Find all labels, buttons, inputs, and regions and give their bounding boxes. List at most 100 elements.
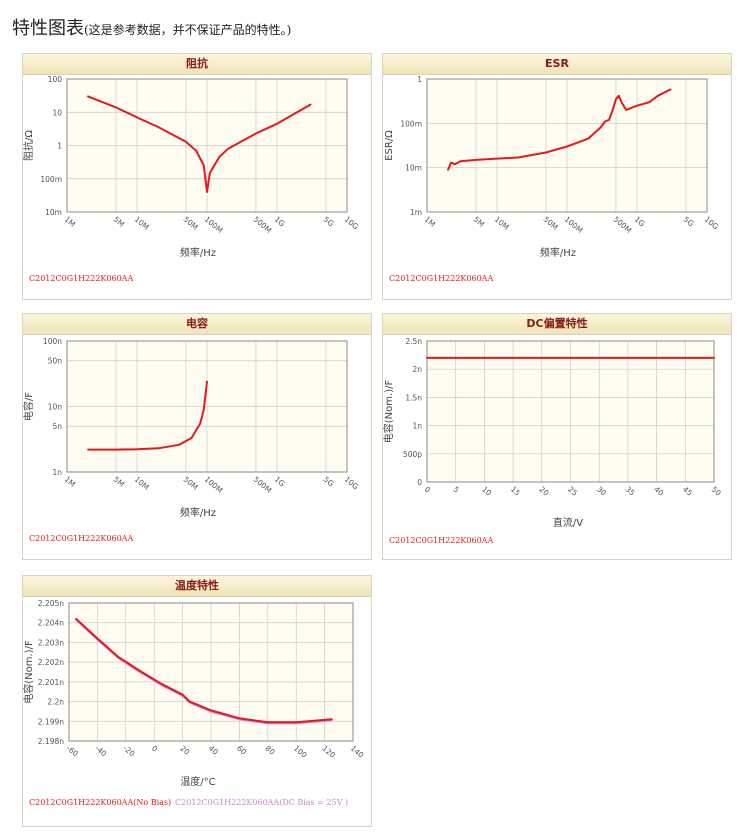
x-tick-label: 80 [264,744,277,757]
plot-frame [66,340,348,473]
x-tick-label: 20 [538,485,551,498]
y-tick-label: 100 [48,75,63,84]
y-tick-label: 5n [52,422,62,431]
y-tick-label: 2.2n [47,698,64,707]
plot-frame [426,340,715,483]
chart-title: ESR [383,54,731,75]
page-title-text: 特性图表 [12,18,84,39]
x-tick-label: 5M [112,475,126,489]
x-tick-label: 10G [343,475,361,492]
x-tick-label: 100 [292,744,309,760]
y-tick-label: 2n [412,365,422,374]
plot-frame [66,78,348,213]
y-tick-label: 1 [417,75,422,84]
x-tick-label: 500M [252,215,274,235]
x-tick-label: 5G [682,215,696,229]
plot-frame [426,78,708,213]
plot-frame [68,602,354,742]
y-tick-label: 0 [417,478,422,487]
y-tick-label: 1m [410,208,422,217]
x-tick-label: 1G [273,215,287,229]
y-tick-label: 50n [48,357,63,366]
y-axis-label: 电容/F [23,392,35,421]
chart-title: 温度特性 [23,576,371,597]
x-tick-label: 25 [566,485,579,498]
chart-title: 电容 [23,314,371,335]
x-tick-label: 5G [322,215,336,229]
x-tick-label: 10G [703,215,721,232]
legend-entry: C2012C0G1H222K060AA [389,274,494,283]
x-tick-label: 15 [509,485,522,498]
x-tick-label: 40 [652,485,665,498]
x-tick-label: 10 [480,485,493,498]
impedance-chart: 10m 100m 1 10 100 1M 5M 10M 50M 100M 500M 1G 5G 10G 频率… [23,75,361,259]
page-title: 特性图表(这是参考数据，并不保证产品的特性。) [12,14,291,40]
x-tick-label: 5M [472,215,486,229]
chart-panel-dc-bias: DC偏置特性 0 500p 1n 1.5n 2n 2.5n 0 5 10 15 20 25 30 35 40… [382,313,732,560]
legend-entry: C2012C0G1H222K060AA(No Bias) [29,798,172,807]
legend-entry: C2012C0G1H222K060AA [29,274,134,283]
x-tick-label: 1M [423,215,437,229]
x-tick-label: 10G [343,215,361,232]
legend-entry: C2012C0G1H222K060AA [29,534,134,543]
x-tick-label: 5G [322,475,336,489]
series-line [75,617,333,724]
y-tick-label: 2.202n [38,658,64,667]
y-tick-label: 1n [52,468,62,477]
x-tick-label: 100M [203,215,225,235]
legend-entry: C2012C0G1H222K060AA(DC Bias = 25V ) [175,798,349,807]
x-tick-label: 60 [235,744,248,757]
y-tick-label: 100m [40,175,62,184]
x-tick-label: 1M [63,475,77,489]
temperature-chart: 2.198n 2.199n 2.2n 2.201n 2.202n 2.203n 2.204n… [23,599,366,788]
x-tick-label: 500M [612,215,634,235]
x-tick-label: 10M [493,215,511,232]
y-tick-label: 100n [43,337,62,346]
chart-title: 阻抗 [23,54,371,75]
x-tick-label: 1M [63,215,77,229]
chart-panel-capacitance: 电容 1n 5n 10n 50n 100n 1M 5M 10M 50M 100M 500M 1G 5G 1… [22,313,372,560]
x-tick-label: -60 [65,744,80,759]
x-tick-label: 35 [624,485,637,498]
x-tick-label: 120 [320,744,337,760]
y-axis-label: 电容(Nom.)/F [23,640,35,704]
chart-panel-esr: ESR 1m 10m 100m 1 1M 5M 10M 50M 100M 500M 1G 5G 10G 频… [382,53,732,300]
x-tick-label: 100M [563,215,585,235]
x-tick-label: 5 [451,485,461,495]
x-tick-label: 0 [150,744,160,754]
y-tick-label: 10m [45,208,62,217]
y-tick-label: 2.204n [38,619,64,628]
y-tick-label: 2.199n [38,717,64,726]
series-line [87,95,312,193]
y-tick-label: 10n [48,403,63,412]
y-tick-label: 1 [57,142,62,151]
chart-panel-temperature: 温度特性 2.198n 2.199n 2.2n 2.201n 2.202n 2.203n 2… [22,575,372,827]
x-tick-label: 0 [423,485,433,495]
x-tick-label: -40 [93,744,108,759]
x-tick-label: -20 [122,744,137,759]
y-tick-label: 10m [405,164,422,173]
esr-chart: 1m 10m 100m 1 1M 5M 10M 50M 100M 500M 1G 5G 10G 频率/Hz… [384,75,721,259]
y-tick-label: 500p [403,450,422,459]
y-tick-label: 2.205n [38,599,64,608]
y-tick-label: 2.201n [38,678,64,687]
x-tick-label: 40 [207,744,220,757]
y-axis-label: 阻抗/Ω [23,130,35,161]
series-line [447,88,672,171]
y-tick-label: 100m [400,119,422,128]
x-tick-label: 1G [273,475,287,489]
y-tick-label: 2.198n [38,737,64,746]
x-axis-label: 频率/Hz [180,246,216,259]
series-line [87,380,208,451]
x-tick-label: 45 [681,485,694,498]
x-tick-label: 50M [542,215,560,232]
x-tick-label: 10M [133,475,151,492]
x-tick-label: 30 [595,485,608,498]
page-subtitle: (这是参考数据，并不保证产品的特性。) [84,23,292,37]
x-tick-label: 50M [182,475,200,492]
x-axis-label: 温度/°C [180,775,215,788]
x-tick-label: 100M [203,475,225,495]
x-axis-label: 频率/Hz [540,246,576,259]
x-tick-label: 10M [133,215,151,232]
y-axis-label: ESR/Ω [384,130,395,161]
